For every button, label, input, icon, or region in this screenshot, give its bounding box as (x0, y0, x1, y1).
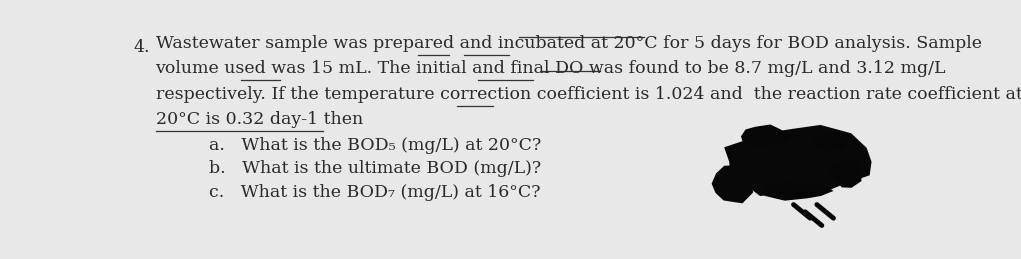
Text: 4.: 4. (134, 39, 150, 56)
Polygon shape (712, 165, 753, 203)
Text: respectively. If the temperature correction coefficient is 1.024 and  the reacti: respectively. If the temperature correct… (155, 86, 1021, 103)
Text: 20°C is 0.32 day-1 then: 20°C is 0.32 day-1 then (155, 111, 362, 128)
Text: b.   What is the ultimate BOD (mg/L)?: b. What is the ultimate BOD (mg/L)? (209, 160, 541, 177)
Polygon shape (724, 125, 872, 196)
Text: a.   What is the BOD₅ (mg/L) at 20°C?: a. What is the BOD₅ (mg/L) at 20°C? (209, 137, 541, 154)
Text: c.   What is the BOD₇ (mg/L) at 16°C?: c. What is the BOD₇ (mg/L) at 16°C? (209, 184, 540, 200)
Polygon shape (741, 125, 791, 147)
Polygon shape (828, 159, 862, 188)
Text: Wastewater sample was prepared and incubated at 20°C for 5 days for BOD analysis: Wastewater sample was prepared and incub… (155, 35, 981, 52)
Polygon shape (764, 183, 833, 201)
Text: volume used was 15 mL. The initial and final DO was found to be 8.7 mg/L and 3.1: volume used was 15 mL. The initial and f… (155, 60, 946, 77)
Polygon shape (811, 133, 848, 151)
